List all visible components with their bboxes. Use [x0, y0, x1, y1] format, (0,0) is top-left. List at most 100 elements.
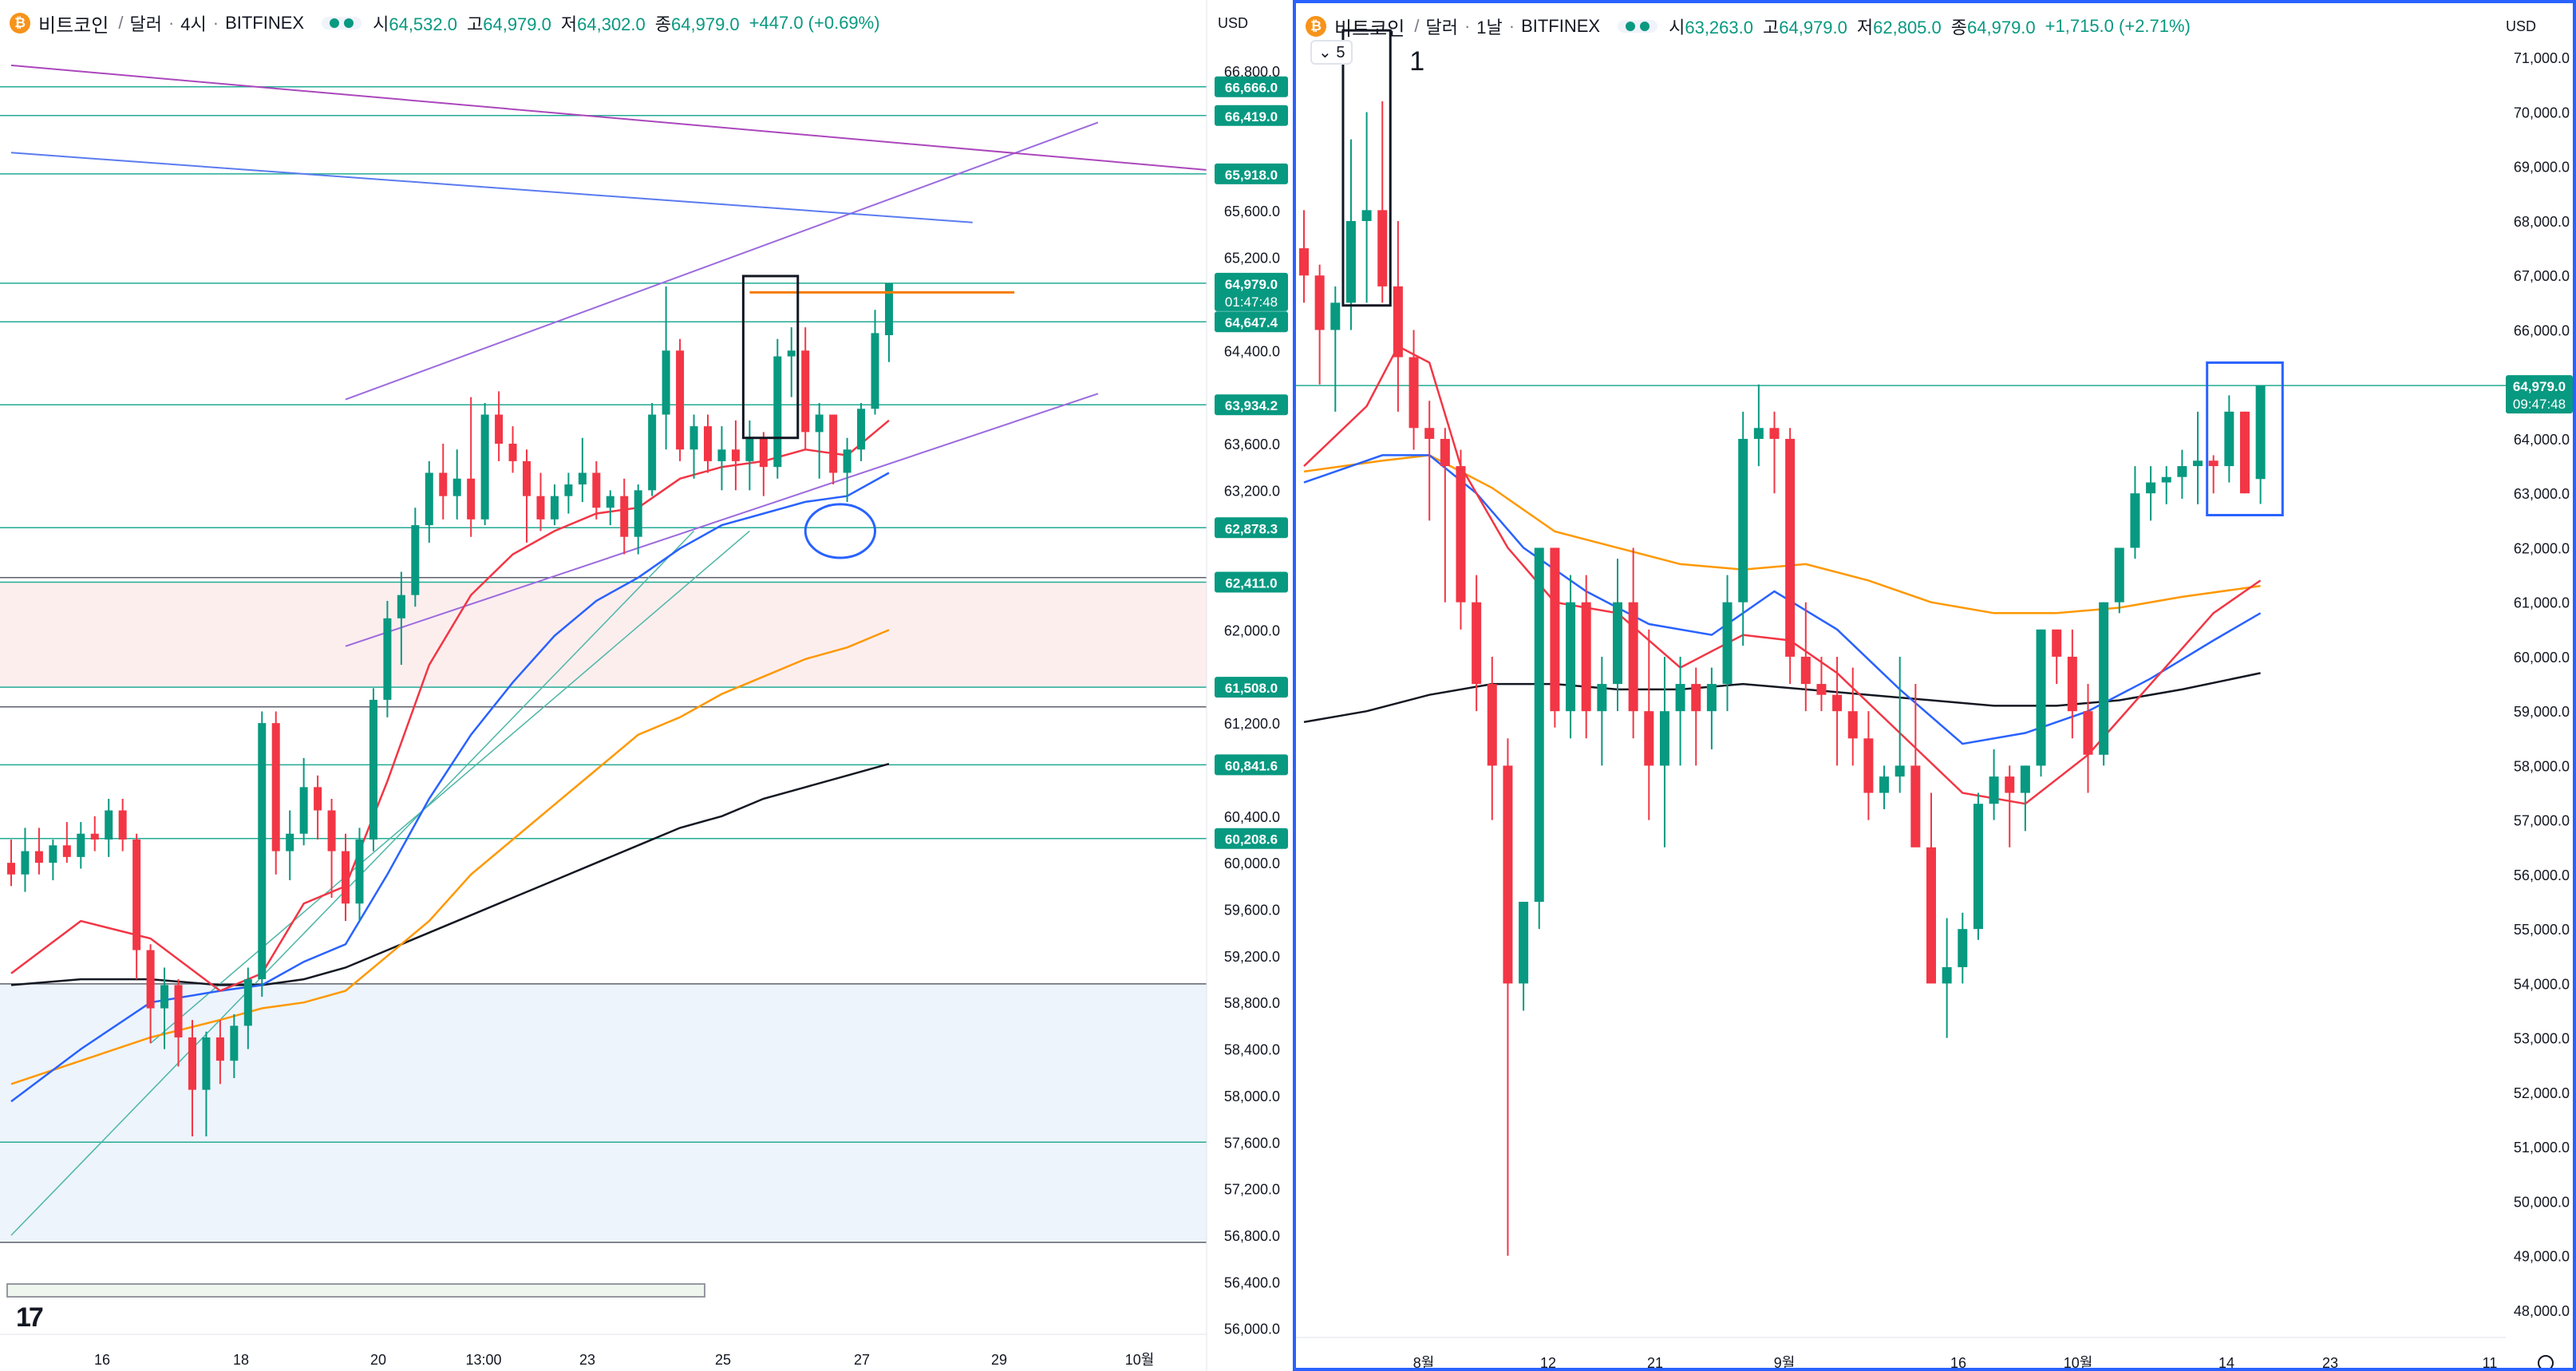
candle-body [1942, 966, 1952, 984]
symbol-name[interactable]: 비트코인 [1334, 18, 1405, 40]
candle [1832, 656, 1843, 766]
chart-pane-4h[interactable]: 66,800.0 65,600.0 65,200.0 64,400.0 63,600.0… [0, 0, 1291, 1371]
level-price-tag: 60,208.6 [1215, 828, 1288, 849]
level-price-tag-text: 64,647.4 [1225, 315, 1278, 330]
time-tick-label: 18 [233, 1352, 249, 1368]
price-tick-label: 67,000.0 [2514, 268, 2570, 284]
candle-body [411, 525, 420, 595]
price-tick-label: 59,600.0 [1224, 903, 1280, 919]
candle-body [689, 426, 698, 450]
candle-body [871, 333, 879, 409]
interval-label[interactable]: 4시 [180, 14, 207, 34]
candle-body [1691, 684, 1701, 712]
indicator-collapse-button[interactable]: ⌄ 5 [1310, 40, 1353, 65]
market-open-icon [1640, 22, 1650, 31]
symbol-name[interactable]: 비트코인 [38, 14, 109, 37]
level-price-tag-bg [1215, 571, 1288, 593]
candle-body [536, 496, 545, 520]
level-price-tag-text: 60,208.6 [1225, 832, 1278, 847]
candle-body [1832, 694, 1843, 712]
time-tick-label: 16 [1950, 1355, 1966, 1371]
candle-body [146, 950, 155, 1009]
candle [2020, 765, 2030, 832]
candle [1926, 792, 1936, 984]
annotation-label: 1 [1409, 46, 1424, 77]
ohlc-change: +447.0 (+0.69%) [749, 13, 880, 33]
current-price-tag-countdown: 01:47:48 [1225, 294, 1278, 310]
chart-canvas-1d[interactable]: 1 71,000.0 70,000.0 69,000.0 68,000.0 67,000.… [1296, 3, 2576, 1371]
market-status-pill[interactable] [1618, 20, 1658, 33]
time-tick-label: 29 [991, 1352, 1007, 1368]
candle-body [286, 833, 294, 851]
time-tick-label: 23 [2322, 1355, 2338, 1371]
candle [271, 711, 280, 875]
candle-body [606, 496, 614, 508]
price-tick-label: 63,000.0 [2514, 486, 2570, 502]
price-zone [0, 983, 1207, 1243]
tradingview-logo[interactable]: 17 [16, 1302, 44, 1333]
price-tick-label: 58,800.0 [1224, 995, 1280, 1011]
candle [495, 391, 504, 461]
candle [620, 478, 629, 555]
candle-body [1424, 428, 1435, 439]
time-tick-label: 23 [579, 1352, 595, 1368]
candle-body [118, 810, 127, 840]
price-tick-label: 62,000.0 [1224, 622, 1280, 638]
candle [299, 757, 308, 846]
level-price-tag-text: 65,918.0 [1225, 168, 1278, 183]
price-tick-label: 69,000.0 [2514, 160, 2570, 176]
candle-body [243, 979, 252, 1026]
candle [704, 414, 712, 473]
chart-canvas-4h[interactable]: 66,800.0 65,600.0 65,200.0 64,400.0 63,600.0… [0, 0, 1291, 1371]
level-price-tag-text: 61,508.0 [1225, 681, 1278, 696]
currency-selector-1d[interactable]: USD [2506, 18, 2537, 34]
candle [1503, 738, 1513, 1256]
candle-body [77, 833, 85, 857]
candle [2052, 629, 2062, 685]
quote-currency: 달러 [129, 14, 162, 34]
candle [146, 944, 155, 1044]
time-tick-label: 12 [1540, 1355, 1556, 1371]
candle-body [1456, 466, 1466, 603]
exchange-label: BITFINEX [225, 13, 305, 33]
candle [1534, 547, 1544, 930]
current-price-tag-text: 64,979.0 [1225, 277, 1278, 292]
interval-label[interactable]: 1날 [1476, 18, 1503, 38]
candle [843, 437, 851, 502]
candle [77, 822, 85, 869]
quote-currency: 달러 [1425, 18, 1458, 38]
level-price-tag: 62,878.3 [1215, 517, 1288, 539]
channel-line [10, 152, 973, 223]
chevron-down-icon: ⌄ [1318, 44, 1332, 61]
price-zone [0, 582, 1207, 688]
candle-body [1926, 847, 1936, 984]
candle-body [787, 350, 796, 357]
candle [480, 402, 489, 526]
candle [1377, 101, 1388, 303]
ohlc-close: 종64,979.0 [1950, 18, 2036, 38]
candle-body [1879, 776, 1890, 793]
candle [592, 460, 601, 520]
currency-selector-4h[interactable]: USD [1218, 14, 1249, 31]
candle [1879, 765, 1890, 810]
trend-line [150, 530, 750, 1044]
candle [648, 402, 657, 496]
candle-body [1314, 275, 1325, 330]
ema-slow-line [10, 629, 890, 1085]
navigation-strip[interactable] [6, 1283, 705, 1298]
market-open-icon [344, 18, 354, 28]
price-tick-label: 64,000.0 [2514, 432, 2570, 448]
candle [1800, 602, 1811, 712]
level-price-tag-text: 62,411.0 [1225, 575, 1277, 591]
candle [2240, 411, 2250, 494]
candle [1361, 112, 1372, 303]
candle [689, 414, 698, 479]
exchange-label: BITFINEX [1521, 16, 1601, 36]
candle [452, 449, 461, 520]
chart-pane-1d[interactable]: 1 71,000.0 70,000.0 69,000.0 68,000.0 67,000.… [1293, 0, 2576, 1371]
candle-body [7, 863, 15, 875]
eye-icon [330, 18, 340, 28]
candle-body [2099, 602, 2109, 755]
market-status-pill[interactable] [322, 17, 362, 30]
candle-body [369, 699, 377, 840]
